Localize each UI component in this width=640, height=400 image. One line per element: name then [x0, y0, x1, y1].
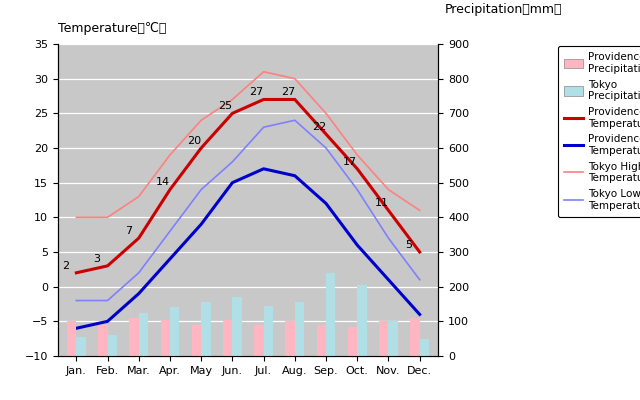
- Providence High
Temperature: [322, 132, 330, 136]
- Tokyo Low
Temperature: [135, 270, 143, 275]
- Tokyo High
Temperature: [385, 187, 392, 192]
- Tokyo High
Temperature: [72, 215, 80, 220]
- Bar: [254, 325, 264, 356]
- Text: 7: 7: [125, 226, 132, 236]
- Text: 27: 27: [250, 87, 264, 97]
- Bar: [420, 339, 429, 356]
- Line: Tokyo High
Temperature: Tokyo High Temperature: [76, 72, 420, 217]
- Providence High
Temperature: [385, 208, 392, 213]
- Tokyo High
Temperature: [260, 69, 268, 74]
- Text: 11: 11: [374, 198, 388, 208]
- Tokyo Low
Temperature: [291, 118, 299, 123]
- Bar: [232, 297, 242, 356]
- Bar: [223, 320, 232, 356]
- Tokyo Low
Temperature: [197, 187, 205, 192]
- Providence High
Temperature: [416, 250, 424, 254]
- Providence Low
Temperature: [260, 166, 268, 171]
- Bar: [379, 321, 388, 356]
- Providence High
Temperature: [166, 187, 174, 192]
- Providence High
Temperature: [135, 236, 143, 240]
- Tokyo Low
Temperature: [228, 160, 236, 164]
- Line: Tokyo Low
Temperature: Tokyo Low Temperature: [76, 120, 420, 300]
- Bar: [388, 321, 398, 356]
- Providence High
Temperature: [291, 97, 299, 102]
- Tokyo High
Temperature: [353, 152, 361, 157]
- Tokyo High
Temperature: [166, 152, 174, 157]
- Text: 14: 14: [156, 178, 170, 188]
- Bar: [264, 306, 273, 356]
- Tokyo Low
Temperature: [104, 298, 111, 303]
- Providence Low
Temperature: [385, 277, 392, 282]
- Providence Low
Temperature: [322, 201, 330, 206]
- Text: 17: 17: [343, 157, 357, 167]
- Tokyo High
Temperature: [291, 76, 299, 81]
- Tokyo High
Temperature: [135, 194, 143, 199]
- Bar: [129, 318, 139, 356]
- Tokyo Low
Temperature: [353, 187, 361, 192]
- Bar: [170, 308, 179, 356]
- Tokyo High
Temperature: [322, 111, 330, 116]
- Providence Low
Temperature: [166, 256, 174, 261]
- Tokyo Low
Temperature: [322, 146, 330, 150]
- Providence High
Temperature: [260, 97, 268, 102]
- Text: Precipitation（mm）: Precipitation（mm）: [445, 3, 563, 16]
- Text: 3: 3: [93, 254, 100, 264]
- Providence High
Temperature: [104, 264, 111, 268]
- Bar: [108, 335, 117, 356]
- Providence Low
Temperature: [416, 312, 424, 317]
- Bar: [192, 325, 201, 356]
- Text: Temperature（℃）: Temperature（℃）: [58, 22, 166, 35]
- Line: Providence High
Temperature: Providence High Temperature: [76, 100, 420, 273]
- Providence Low
Temperature: [104, 319, 111, 324]
- Providence Low
Temperature: [353, 243, 361, 248]
- Providence Low
Temperature: [197, 222, 205, 227]
- Providence High
Temperature: [197, 146, 205, 150]
- Providence High
Temperature: [353, 166, 361, 171]
- Tokyo Low
Temperature: [72, 298, 80, 303]
- Providence Low
Temperature: [135, 291, 143, 296]
- Bar: [98, 325, 108, 356]
- Text: 22: 22: [312, 122, 326, 132]
- Tokyo High
Temperature: [228, 97, 236, 102]
- Providence High
Temperature: [228, 111, 236, 116]
- Bar: [348, 326, 357, 356]
- Bar: [285, 321, 295, 356]
- Bar: [357, 285, 367, 356]
- Tokyo Low
Temperature: [416, 277, 424, 282]
- Providence Low
Temperature: [228, 180, 236, 185]
- Tokyo High
Temperature: [197, 118, 205, 123]
- Tokyo High
Temperature: [104, 215, 111, 220]
- Providence Low
Temperature: [291, 173, 299, 178]
- Text: 20: 20: [187, 136, 201, 146]
- Tokyo Low
Temperature: [385, 236, 392, 240]
- Bar: [161, 320, 170, 356]
- Bar: [201, 302, 211, 356]
- Bar: [67, 321, 76, 356]
- Legend: Providence
Precipitation, Tokyo
Precipitation, Providence High
Temperature, Prov: Providence Precipitation, Tokyo Precipit…: [558, 46, 640, 217]
- Providence High
Temperature: [72, 270, 80, 275]
- Tokyo High
Temperature: [416, 208, 424, 213]
- Text: 5: 5: [406, 240, 413, 250]
- Line: Providence Low
Temperature: Providence Low Temperature: [76, 169, 420, 328]
- Tokyo Low
Temperature: [166, 229, 174, 234]
- Bar: [139, 313, 148, 356]
- Text: 25: 25: [218, 101, 232, 111]
- Providence Low
Temperature: [72, 326, 80, 331]
- Bar: [410, 318, 420, 356]
- Bar: [76, 337, 86, 356]
- Text: 27: 27: [281, 87, 295, 97]
- Tokyo Low
Temperature: [260, 125, 268, 130]
- Text: 2: 2: [62, 261, 69, 271]
- Bar: [295, 302, 304, 356]
- Bar: [326, 273, 335, 356]
- Bar: [317, 325, 326, 356]
